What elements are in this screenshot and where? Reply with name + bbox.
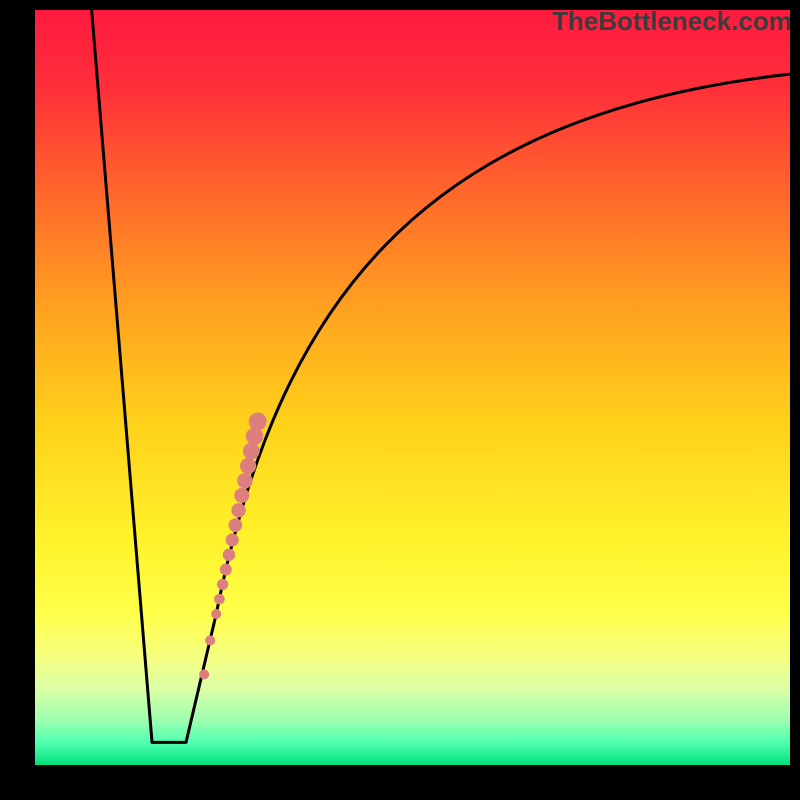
data-marker — [237, 473, 253, 489]
data-marker — [231, 503, 245, 517]
watermark-text: TheBottleneck.com — [552, 6, 792, 37]
bottleneck-curve-chart — [35, 10, 790, 765]
data-marker — [211, 609, 221, 619]
data-marker — [220, 564, 232, 576]
data-marker — [223, 549, 235, 561]
plot-area — [35, 10, 790, 765]
data-marker — [234, 488, 249, 503]
data-marker — [217, 579, 228, 590]
data-marker — [243, 443, 260, 460]
data-marker — [214, 594, 225, 605]
data-marker — [199, 669, 209, 679]
data-marker — [205, 635, 215, 645]
data-marker — [240, 458, 256, 474]
gradient-background — [35, 10, 790, 765]
data-marker — [246, 428, 263, 445]
data-marker — [229, 518, 243, 532]
data-marker — [226, 533, 239, 546]
chart-frame: TheBottleneck.com — [0, 0, 800, 800]
data-marker — [249, 412, 267, 430]
